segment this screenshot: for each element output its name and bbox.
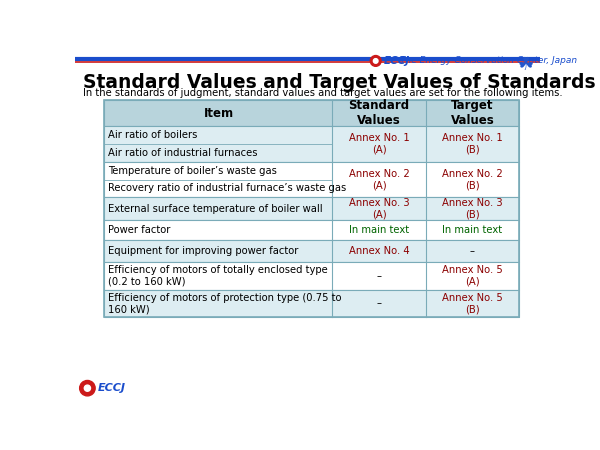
Text: Temperature of boiler’s waste gas: Temperature of boiler’s waste gas: [109, 166, 277, 176]
Text: Efficiency of motors of protection type (0.75 to
160 kW): Efficiency of motors of protection type …: [109, 292, 342, 314]
FancyBboxPatch shape: [104, 100, 519, 126]
Circle shape: [370, 55, 381, 66]
Text: The Energy Conservation Center, Japan: The Energy Conservation Center, Japan: [401, 56, 578, 65]
FancyBboxPatch shape: [104, 220, 519, 240]
Text: Item: Item: [203, 107, 233, 120]
Text: In main text: In main text: [442, 225, 502, 235]
Text: Equipment for improving power factor: Equipment for improving power factor: [109, 246, 299, 256]
Text: Annex No. 3
(B): Annex No. 3 (B): [442, 198, 503, 220]
Text: Recovery ratio of industrial furnace’s waste gas: Recovery ratio of industrial furnace’s w…: [109, 183, 347, 194]
Text: –: –: [377, 271, 382, 281]
Text: Standard Values and Target Values of Standards of Judgment: Standard Values and Target Values of Sta…: [83, 73, 600, 92]
Text: ECCJ: ECCJ: [98, 383, 126, 393]
Text: Efficiency of motors of totally enclosed type
(0.2 to 160 kW): Efficiency of motors of totally enclosed…: [109, 265, 328, 287]
Text: Annex No. 2
(B): Annex No. 2 (B): [442, 169, 503, 190]
Text: Annex No. 1
(A): Annex No. 1 (A): [349, 133, 410, 155]
Text: Annex No. 1
(B): Annex No. 1 (B): [442, 133, 503, 155]
Circle shape: [373, 58, 378, 63]
Text: Air ratio of boilers: Air ratio of boilers: [109, 130, 198, 140]
FancyBboxPatch shape: [104, 262, 519, 290]
Text: Annex No. 4: Annex No. 4: [349, 246, 409, 256]
Text: In the standards of judgment, standard values and target values are set for the : In the standards of judgment, standard v…: [83, 88, 562, 98]
FancyBboxPatch shape: [104, 240, 519, 262]
Text: –: –: [470, 246, 475, 256]
FancyBboxPatch shape: [104, 126, 519, 162]
Text: Power factor: Power factor: [109, 225, 170, 235]
Text: In main text: In main text: [349, 225, 409, 235]
Text: Standard
Values: Standard Values: [349, 99, 410, 127]
Text: Annex No. 5
(A): Annex No. 5 (A): [442, 265, 503, 287]
FancyBboxPatch shape: [104, 290, 519, 317]
Text: Target
Values: Target Values: [451, 99, 494, 127]
Text: ECCJ: ECCJ: [383, 56, 410, 66]
Text: Annex No. 2
(A): Annex No. 2 (A): [349, 169, 410, 190]
FancyBboxPatch shape: [104, 197, 519, 220]
Text: Air ratio of industrial furnaces: Air ratio of industrial furnaces: [109, 148, 258, 158]
Text: ☘: ☘: [518, 56, 534, 74]
Circle shape: [80, 381, 95, 396]
Text: Annex No. 3
(A): Annex No. 3 (A): [349, 198, 409, 220]
Text: –: –: [377, 298, 382, 309]
Text: Annex No. 5
(B): Annex No. 5 (B): [442, 292, 503, 314]
Circle shape: [85, 385, 91, 391]
FancyBboxPatch shape: [104, 162, 519, 197]
Text: External surface temperature of boiler wall: External surface temperature of boiler w…: [109, 204, 323, 214]
